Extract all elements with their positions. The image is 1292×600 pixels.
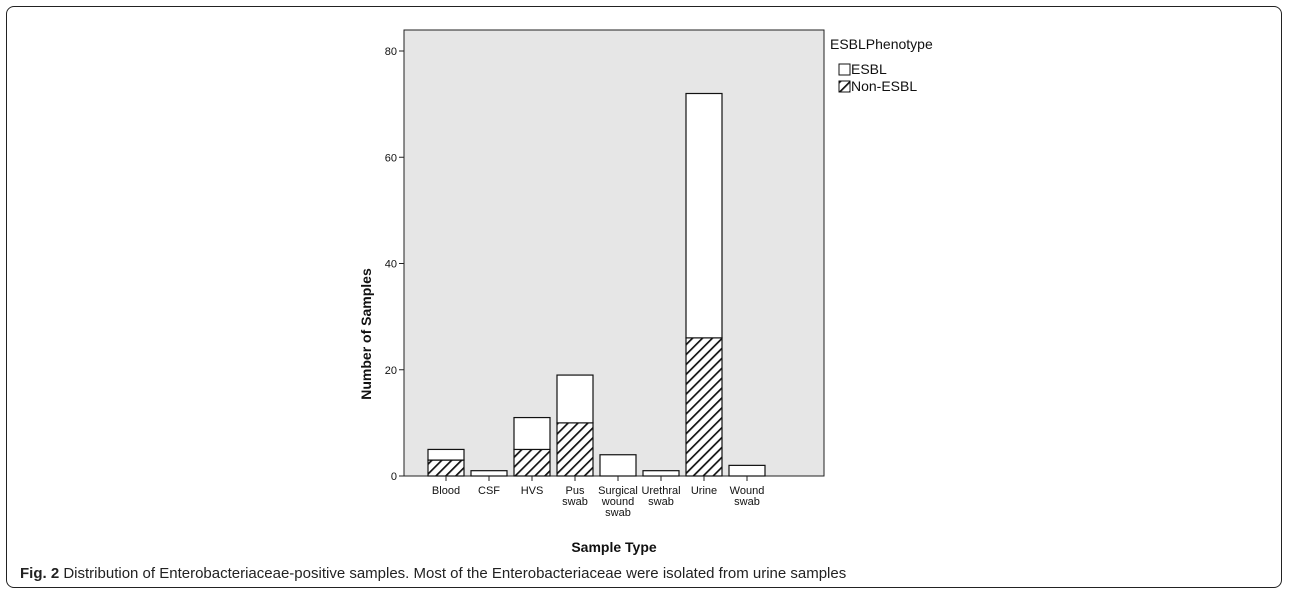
bar-esbl <box>642 470 680 477</box>
bar-chart: 0 20 40 60 80 Blood CSF HVS Pus swab Surgical woun… <box>358 29 933 555</box>
bar-esbl <box>513 416 551 451</box>
x-tick-label: Wound swab <box>730 485 765 508</box>
y-tick-label: 20 <box>385 365 397 377</box>
legend-swatch-esbl <box>838 63 851 76</box>
bar-esbl <box>470 470 508 477</box>
x-tick-label: Pus swab <box>562 485 588 508</box>
figure-caption: Fig. 2 Distribution of Enterobacteriacea… <box>20 565 846 582</box>
x-tick-label: Urine <box>691 485 717 497</box>
y-tick-label: 0 <box>391 471 397 483</box>
bar-non-esbl <box>685 337 723 477</box>
legend-label: ESBL <box>851 61 887 77</box>
x-tick-label: Urethral swab <box>641 485 680 508</box>
x-tick-label: HVS <box>521 485 544 497</box>
bar-esbl <box>685 92 723 339</box>
x-tick-label: Blood <box>432 485 460 497</box>
legend-swatch-non-esbl <box>838 80 851 93</box>
plot-area <box>403 29 825 477</box>
bar-non-esbl <box>513 448 551 477</box>
x-tick-label: Surgical wound swab <box>598 485 638 519</box>
bars-group <box>427 92 766 477</box>
x-axis: Blood CSF HVS Pus swab Surgical wound swabUreth… <box>432 476 764 519</box>
bar-non-esbl <box>556 422 594 477</box>
bar-non-esbl <box>427 459 465 477</box>
x-tick-label: CSF <box>478 485 500 497</box>
legend-title: ESBLPhenotype <box>830 36 933 52</box>
y-tick-label: 60 <box>385 152 397 164</box>
caption-text: Distribution of Enterobacteriaceae-posit… <box>63 565 847 582</box>
y-axis-label: Number of Samples <box>358 268 374 400</box>
y-tick-label: 40 <box>385 259 397 271</box>
caption-label: Fig. 2 <box>20 565 60 582</box>
legend-label: Non-ESBL <box>851 78 917 94</box>
x-axis-label: Sample Type <box>571 539 657 555</box>
bar-esbl <box>556 374 594 424</box>
y-axis: 0 20 40 60 80 <box>385 46 404 483</box>
y-tick-label: 80 <box>385 46 397 58</box>
bar-esbl <box>599 454 637 477</box>
bar-esbl <box>427 448 465 461</box>
bar-esbl <box>728 464 766 477</box>
